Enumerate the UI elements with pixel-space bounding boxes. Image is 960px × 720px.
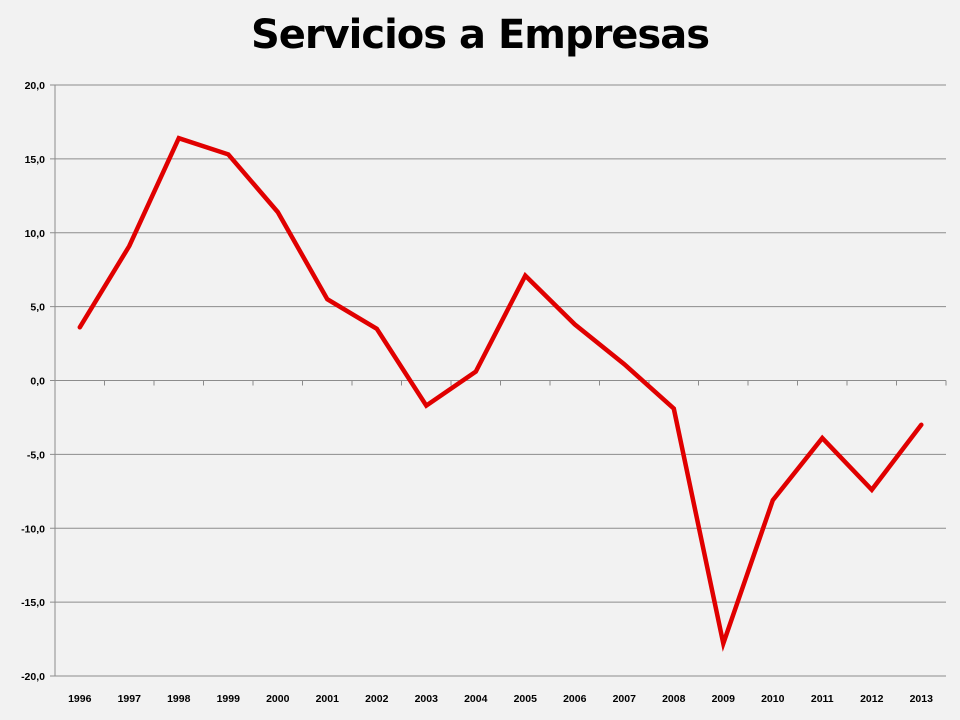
data-point xyxy=(523,274,527,278)
x-tick-label: 1996 xyxy=(68,693,92,705)
data-point xyxy=(622,362,626,366)
x-tick-label: 2012 xyxy=(860,693,884,705)
x-tick-label: 2003 xyxy=(415,693,439,705)
x-tick-label: 2009 xyxy=(712,693,736,705)
chart-title: Servicios a Empresas xyxy=(250,12,710,58)
x-tick-label: 2004 xyxy=(464,693,488,705)
data-point xyxy=(325,297,329,301)
y-tick-label: -15,0 xyxy=(21,597,45,609)
data-point xyxy=(573,322,577,326)
x-tick-label: 1997 xyxy=(118,693,142,705)
x-tick-label: 2011 xyxy=(811,693,834,705)
data-point xyxy=(870,488,874,492)
x-tick-label: 2002 xyxy=(365,693,389,705)
y-tick-label: -20,0 xyxy=(21,671,45,683)
x-tick-label: 2013 xyxy=(910,693,934,705)
y-tick-label: 0,0 xyxy=(30,376,45,388)
x-tick-label: 1999 xyxy=(217,693,241,705)
x-tick-label: 2001 xyxy=(316,693,340,705)
x-tick-label: 2000 xyxy=(266,693,290,705)
data-point xyxy=(276,210,280,214)
data-point xyxy=(474,370,478,374)
y-tick-label: 15,0 xyxy=(25,154,46,166)
data-point xyxy=(672,407,676,411)
data-point xyxy=(127,244,131,248)
x-tick-label: 1998 xyxy=(167,693,191,705)
data-point xyxy=(226,152,230,156)
data-point xyxy=(771,498,775,502)
data-point xyxy=(375,327,379,331)
x-tick-label: 2007 xyxy=(613,693,637,705)
x-tick-label: 2006 xyxy=(563,693,587,705)
y-tick-label: 5,0 xyxy=(30,302,45,314)
y-tick-label: -10,0 xyxy=(21,523,45,535)
y-tick-label: 20,0 xyxy=(25,80,46,92)
y-tick-label: 10,0 xyxy=(25,228,46,240)
data-point xyxy=(721,641,725,645)
data-point xyxy=(424,404,428,408)
data-point xyxy=(78,325,82,329)
data-point xyxy=(919,423,923,427)
y-tick-label: -5,0 xyxy=(27,449,45,461)
x-tick-label: 2005 xyxy=(514,693,538,705)
x-tick-label: 2010 xyxy=(761,693,785,705)
x-tick-label: 2008 xyxy=(662,693,686,705)
data-point xyxy=(820,436,824,440)
series-line xyxy=(77,135,924,652)
data-point xyxy=(177,136,181,140)
